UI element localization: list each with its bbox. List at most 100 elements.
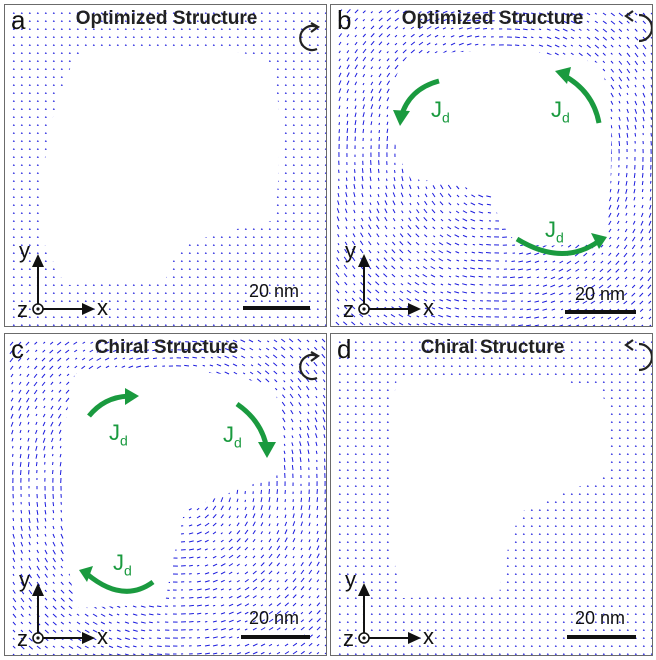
field-arrow — [12, 533, 15, 539]
field-arrow — [402, 49, 407, 54]
field-arrow — [33, 381, 38, 387]
field-arrow — [534, 324, 540, 326]
field-arrow — [204, 514, 209, 519]
field-arrow — [43, 453, 46, 458]
field-arrow — [322, 401, 326, 407]
field-arrow — [472, 243, 476, 246]
field-arrow — [592, 260, 596, 263]
field-arrow — [252, 620, 256, 623]
field-arrow — [648, 236, 652, 241]
field-arrow — [423, 322, 428, 326]
field-arrow — [650, 116, 652, 120]
field-arrow — [291, 442, 294, 447]
field-arrow — [264, 370, 270, 375]
field-arrow — [345, 217, 348, 222]
field-arrow — [12, 613, 17, 619]
field-arrow — [314, 425, 318, 431]
field-arrow — [386, 106, 389, 110]
field-arrow — [633, 180, 636, 186]
field-arrow — [617, 188, 620, 194]
field-arrow — [386, 65, 390, 70]
field-arrow — [353, 183, 356, 190]
field-arrow — [648, 220, 652, 226]
field-arrow — [148, 621, 153, 624]
field-arrow — [649, 196, 652, 201]
field-arrow — [336, 257, 340, 262]
field-arrow — [336, 298, 340, 302]
field-arrow — [345, 184, 348, 190]
field-arrow — [307, 411, 310, 415]
field-arrow — [614, 316, 620, 321]
field-arrow — [12, 557, 16, 563]
field-arrow — [370, 81, 374, 86]
field-arrow — [324, 507, 326, 511]
field-arrow — [60, 549, 64, 555]
field-arrow — [268, 561, 273, 567]
field-arrow — [50, 429, 54, 435]
field-arrow — [610, 100, 614, 105]
field-arrow — [376, 315, 380, 318]
field-arrow — [650, 44, 652, 48]
field-arrow — [526, 252, 532, 255]
field-arrow — [156, 645, 162, 647]
field-arrow — [642, 68, 645, 72]
field-arrow — [244, 571, 249, 575]
field-arrow — [144, 357, 150, 360]
field-arrow — [236, 489, 239, 495]
field-arrow — [324, 587, 326, 591]
field-arrow — [362, 112, 365, 118]
field-arrow — [220, 596, 224, 599]
field-arrow — [300, 611, 304, 615]
field-arrow — [639, 276, 644, 281]
field-arrow — [28, 605, 32, 609]
field-arrow — [43, 341, 46, 344]
field-arrow — [121, 341, 126, 344]
field-arrow — [336, 208, 340, 214]
field-arrow — [642, 84, 646, 89]
field-arrow — [610, 92, 614, 98]
field-arrow — [426, 10, 431, 14]
field-arrow — [610, 68, 614, 73]
field-arrow — [639, 284, 644, 289]
field-arrow — [220, 612, 226, 615]
field-arrow — [554, 36, 560, 40]
field-arrow — [632, 260, 636, 264]
field-arrow — [88, 357, 94, 361]
field-arrow — [634, 44, 639, 50]
nanostructure-shape — [42, 47, 280, 285]
field-arrow — [260, 587, 265, 591]
field-arrow — [104, 357, 110, 361]
field-arrow — [129, 349, 134, 352]
field-arrow — [402, 34, 406, 38]
field-arrow — [570, 20, 576, 24]
field-arrow — [284, 578, 288, 583]
field-arrow — [324, 451, 326, 455]
field-arrow — [220, 532, 223, 535]
field-arrow — [626, 20, 630, 24]
field-arrow — [316, 553, 320, 559]
field-arrow — [574, 316, 580, 320]
field-arrow — [291, 457, 294, 463]
field-arrow — [236, 628, 241, 631]
field-arrow — [650, 92, 652, 97]
field-arrow — [196, 507, 200, 511]
field-arrow — [633, 188, 636, 194]
field-arrow — [616, 244, 620, 249]
field-arrow — [156, 613, 161, 615]
field-arrow — [353, 192, 356, 198]
field-arrow — [447, 267, 452, 270]
field-arrow — [351, 297, 356, 302]
current-arrow — [87, 393, 132, 418]
field-arrow — [615, 252, 620, 257]
field-arrow — [470, 267, 476, 270]
field-arrow — [204, 588, 210, 591]
field-arrow — [44, 525, 47, 529]
field-arrow — [308, 610, 313, 615]
field-arrow — [470, 283, 476, 286]
field-arrow — [562, 20, 568, 24]
field-arrow — [359, 240, 364, 246]
field-arrow — [60, 517, 63, 522]
field-arrow — [225, 340, 230, 343]
field-arrow — [391, 273, 396, 278]
field-arrow — [260, 505, 263, 511]
